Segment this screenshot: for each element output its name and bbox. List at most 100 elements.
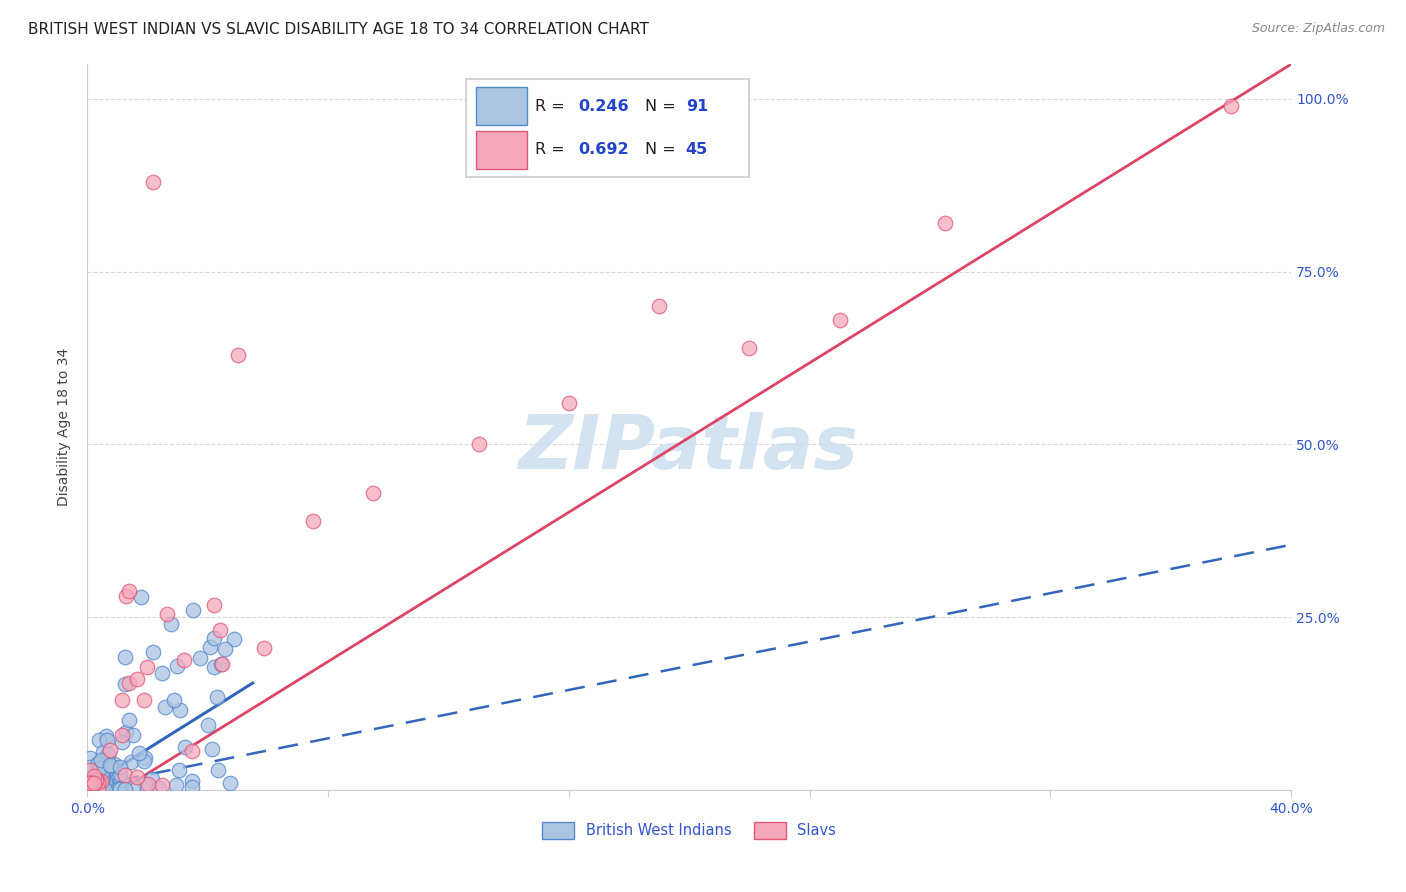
Point bbox=[79, 760, 101, 774]
Point bbox=[82, 780, 104, 795]
Point bbox=[361, 486, 384, 500]
Point bbox=[87, 780, 110, 795]
Point bbox=[90, 762, 112, 776]
Point bbox=[121, 780, 143, 794]
Point bbox=[156, 607, 179, 621]
Point bbox=[114, 781, 136, 796]
Point bbox=[80, 781, 103, 796]
Point bbox=[209, 657, 232, 671]
Point bbox=[83, 769, 105, 783]
Point bbox=[467, 437, 489, 451]
Point bbox=[173, 653, 195, 667]
Point bbox=[142, 175, 165, 189]
Point bbox=[134, 751, 156, 765]
Point bbox=[79, 780, 101, 794]
Point bbox=[181, 603, 204, 617]
Point bbox=[100, 758, 122, 772]
Point bbox=[114, 650, 136, 665]
Point bbox=[96, 776, 118, 790]
Point bbox=[148, 780, 170, 795]
Point bbox=[828, 313, 851, 327]
Point bbox=[120, 756, 142, 770]
Point bbox=[153, 699, 176, 714]
Point bbox=[201, 742, 224, 756]
Point bbox=[90, 774, 112, 789]
Point bbox=[181, 780, 204, 794]
Point bbox=[103, 779, 125, 793]
Point bbox=[83, 776, 105, 790]
Point bbox=[79, 764, 101, 778]
Point bbox=[94, 783, 117, 797]
Point bbox=[1220, 98, 1243, 112]
Point bbox=[110, 772, 132, 787]
Point bbox=[112, 781, 135, 796]
Point bbox=[108, 782, 131, 797]
Point bbox=[111, 735, 134, 749]
Point bbox=[150, 665, 173, 680]
Point bbox=[79, 776, 101, 790]
Point bbox=[96, 732, 118, 747]
Point bbox=[87, 764, 110, 778]
Point bbox=[87, 733, 110, 747]
Text: N =: N = bbox=[645, 99, 681, 113]
Point bbox=[131, 590, 153, 604]
Point bbox=[93, 764, 115, 778]
Point bbox=[83, 777, 105, 791]
Point bbox=[108, 760, 131, 774]
FancyBboxPatch shape bbox=[477, 131, 527, 169]
Point bbox=[218, 776, 240, 790]
Point bbox=[93, 772, 115, 787]
Point bbox=[87, 781, 110, 796]
Point bbox=[94, 730, 117, 744]
Point bbox=[79, 783, 101, 797]
FancyBboxPatch shape bbox=[467, 78, 749, 177]
Point bbox=[198, 640, 221, 654]
Point bbox=[738, 341, 761, 355]
Point bbox=[108, 767, 131, 781]
Point bbox=[132, 693, 155, 707]
Point bbox=[107, 782, 129, 797]
Point bbox=[118, 584, 141, 599]
Point bbox=[205, 690, 228, 705]
Point bbox=[150, 778, 173, 792]
Point bbox=[86, 756, 108, 770]
Point bbox=[141, 772, 163, 787]
Point bbox=[101, 761, 124, 775]
Point bbox=[209, 624, 232, 638]
Point bbox=[253, 640, 276, 655]
Text: 0.692: 0.692 bbox=[578, 142, 628, 157]
Point bbox=[114, 768, 136, 782]
Point bbox=[90, 754, 112, 768]
Point bbox=[94, 774, 117, 789]
Point bbox=[214, 642, 236, 657]
Point bbox=[93, 768, 115, 782]
Point bbox=[84, 778, 107, 792]
Point bbox=[134, 777, 156, 791]
Point bbox=[86, 773, 108, 788]
Y-axis label: Disability Age 18 to 34: Disability Age 18 to 34 bbox=[58, 348, 72, 507]
Point bbox=[111, 728, 134, 742]
Point bbox=[89, 761, 111, 775]
Point bbox=[111, 693, 134, 707]
Text: N =: N = bbox=[645, 142, 681, 157]
Point bbox=[202, 598, 225, 612]
Point bbox=[142, 645, 165, 659]
Point bbox=[91, 764, 114, 779]
Text: 0.246: 0.246 bbox=[578, 99, 628, 113]
Point bbox=[204, 660, 226, 674]
Point bbox=[82, 771, 104, 785]
Point bbox=[224, 632, 246, 647]
Point bbox=[103, 757, 125, 772]
Point bbox=[98, 758, 121, 772]
Point bbox=[211, 657, 233, 671]
Point bbox=[87, 757, 110, 772]
Point bbox=[98, 772, 121, 786]
Point bbox=[122, 728, 145, 742]
Point bbox=[115, 725, 138, 739]
Text: ZIPatlas: ZIPatlas bbox=[519, 412, 859, 485]
Point bbox=[169, 703, 191, 717]
Point bbox=[134, 754, 156, 768]
Point bbox=[202, 631, 225, 645]
Point bbox=[127, 672, 149, 686]
Point bbox=[97, 747, 120, 761]
